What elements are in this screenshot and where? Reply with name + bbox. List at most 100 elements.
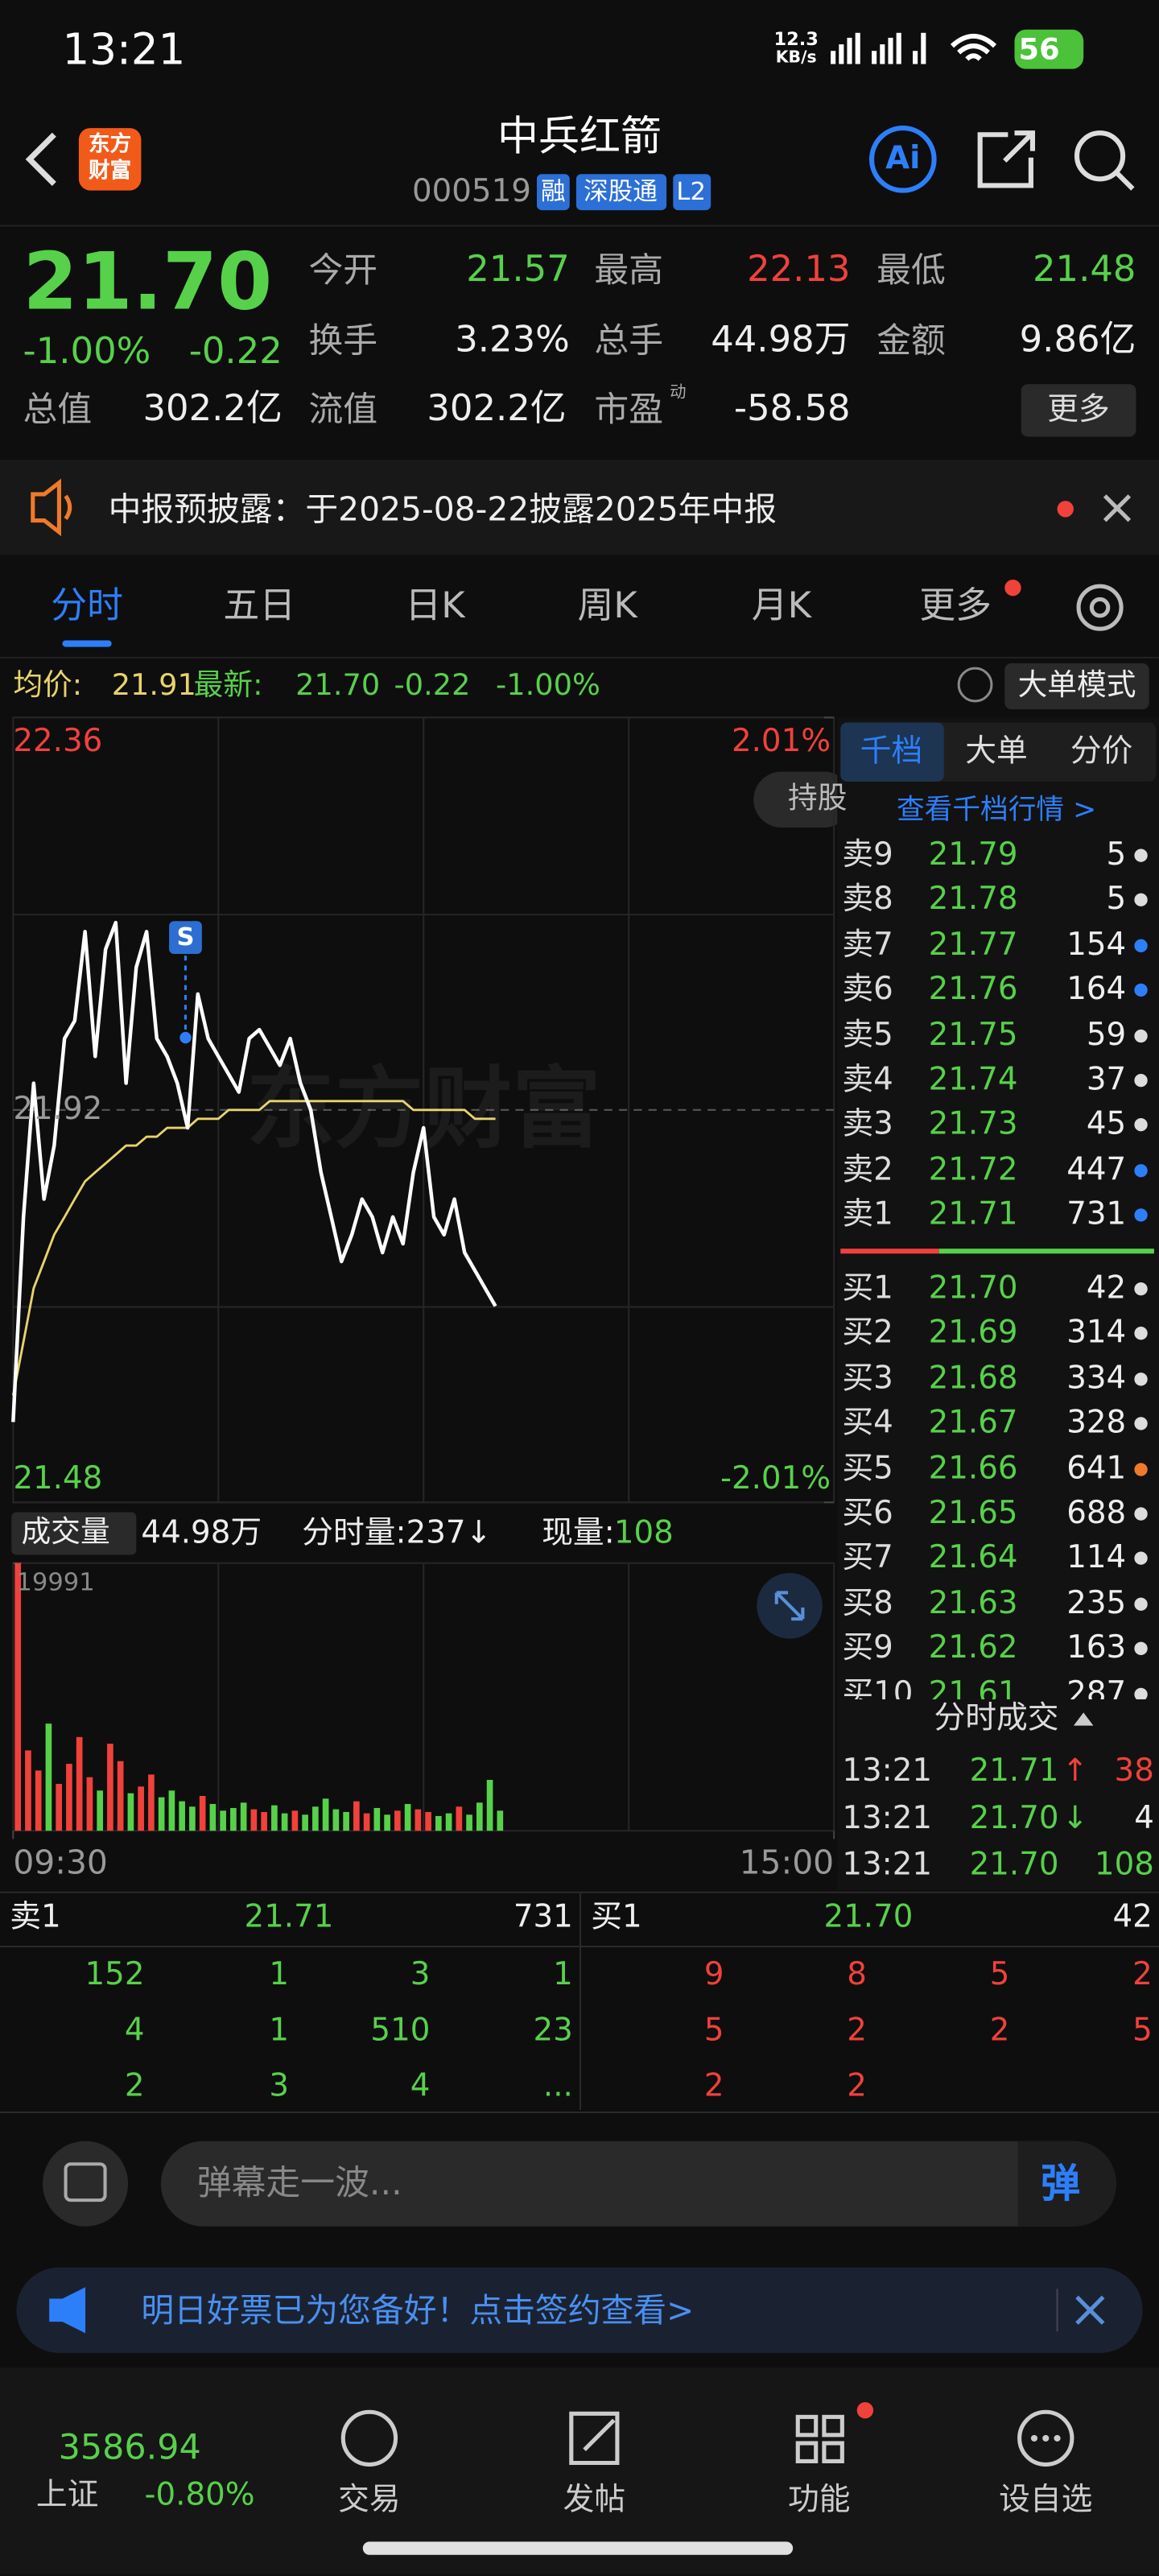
tab[interactable]: 分时	[51, 586, 123, 628]
stat-label: 金额	[876, 320, 946, 361]
nav-item[interactable]: 发帖	[563, 2481, 626, 2518]
divider	[0, 225, 1159, 227]
annotation-marker	[169, 921, 202, 1044]
order-tab[interactable]: 分价	[1070, 733, 1133, 770]
promo-text[interactable]: 明日好票已为您备好！点击签约查看>	[141, 2290, 695, 2330]
book-volume: 235	[1066, 1584, 1127, 1621]
nav-item[interactable]: 设自选	[999, 2481, 1093, 2518]
post-icon[interactable]	[569, 2411, 620, 2466]
book-dot	[1134, 894, 1148, 907]
nav-item[interactable]: 功能	[788, 2481, 851, 2518]
collapse-arrow[interactable]	[1073, 1712, 1094, 1726]
tab[interactable]: 周K	[577, 586, 637, 628]
book-price: 21.66	[928, 1450, 1018, 1487]
depth-link[interactable]: 查看千档行情 >	[897, 794, 1097, 827]
book-dot	[1134, 1163, 1148, 1178]
nav-item[interactable]: 交易	[338, 2481, 401, 2518]
volume-label-box[interactable]	[11, 1512, 137, 1555]
expand-icon[interactable]	[757, 1572, 823, 1639]
help-icon[interactable]	[957, 667, 993, 703]
tab[interactable]: 五日	[223, 586, 296, 628]
queue-volume: 3	[269, 2067, 289, 2104]
watchlist-icon[interactable]	[1017, 2409, 1074, 2467]
order-tab[interactable]: 千档	[860, 733, 923, 770]
app-logo[interactable]: 东方财富	[89, 133, 132, 184]
more-button[interactable]	[1021, 384, 1136, 437]
queue-volume: 2	[703, 2067, 724, 2104]
back-icon[interactable]	[25, 132, 56, 186]
queue-volume: 1	[269, 2012, 289, 2049]
queue-volume: 5	[1132, 2012, 1153, 2049]
promo-close[interactable]	[1075, 2295, 1105, 2325]
share-icon[interactable]	[977, 130, 1036, 188]
trades-title[interactable]: 分时成交	[934, 1700, 1059, 1736]
volume-bar	[117, 1761, 124, 1831]
order-tab[interactable]: 大单	[965, 733, 1028, 770]
tab[interactable]: 更多	[919, 586, 992, 628]
comment-placeholder[interactable]: 弹幕走一波...	[196, 2163, 402, 2203]
volume-bar	[271, 1805, 278, 1831]
search-icon[interactable]	[1074, 130, 1135, 191]
volume-bar	[97, 1790, 103, 1831]
ai-label[interactable]: Ai	[885, 140, 921, 177]
book-volume: 5	[1106, 881, 1127, 918]
queue-volume: 5	[989, 1956, 1010, 1993]
book-volume: 334	[1066, 1360, 1127, 1397]
book-volume: 447	[1066, 1151, 1127, 1188]
tab[interactable]: 月K	[751, 586, 812, 628]
avg-price: 21.91	[111, 668, 196, 703]
volume-bar	[343, 1811, 349, 1831]
volume-bar	[250, 1809, 258, 1831]
index-value[interactable]: 3586.94	[58, 2427, 201, 2467]
book-price: 21.79	[928, 836, 1018, 873]
function-icon[interactable]	[795, 2414, 844, 2463]
order-tab-active[interactable]	[840, 722, 944, 782]
hold-button[interactable]: 持股	[788, 781, 848, 816]
mode-button[interactable]	[1004, 663, 1149, 710]
comment-send[interactable]: 弹	[1041, 2161, 1081, 2207]
comment-icon-bg[interactable]	[43, 2140, 129, 2227]
current-volume-label: 现量:	[542, 1514, 615, 1551]
danmaku-icon[interactable]	[64, 2162, 107, 2202]
book-volume: 37	[1086, 1061, 1127, 1098]
order-book-bg	[837, 717, 1159, 1890]
divider	[0, 2112, 1159, 2114]
volume-label[interactable]: 成交量	[21, 1515, 110, 1550]
stat-label: 最高	[594, 250, 664, 290]
book-volume: 42	[1086, 1269, 1127, 1307]
settings-icon[interactable]	[1076, 584, 1124, 631]
comment-send[interactable]	[1017, 2140, 1116, 2227]
book-label: 买2	[842, 1315, 893, 1352]
tab[interactable]: 日K	[405, 586, 465, 628]
book-volume: 59	[1086, 1016, 1127, 1053]
hold-button[interactable]	[753, 771, 852, 828]
queue-volume: 4	[410, 2067, 431, 2104]
ai-icon[interactable]	[868, 126, 937, 193]
latest-price: 21.70	[295, 668, 381, 703]
volume-bar	[76, 1736, 83, 1831]
divider	[580, 1893, 582, 2110]
book-price: 21.77	[928, 926, 1018, 963]
detail-volume: 731	[513, 1898, 573, 1935]
book-label: 买5	[842, 1450, 893, 1487]
volume-bar	[415, 1809, 422, 1831]
average-line	[11, 1100, 496, 1396]
book-price: 21.72	[928, 1151, 1018, 1188]
mode-button[interactable]: 大单模式	[1017, 668, 1136, 703]
stat-label: 总值	[23, 390, 93, 430]
trade-icon[interactable]	[340, 2409, 398, 2467]
comment-input[interactable]	[160, 2140, 1116, 2227]
notice-text[interactable]: 中报预披露：于2025-08-22披露2025年中报	[108, 489, 777, 529]
stat-label-sup: 动	[670, 384, 687, 402]
promo-banner[interactable]	[16, 2267, 1143, 2353]
annotation: S	[176, 922, 195, 952]
volume-bar	[179, 1801, 185, 1831]
function-dot	[856, 2402, 874, 2419]
logo-badge[interactable]	[78, 128, 142, 191]
book-dot	[1134, 1507, 1148, 1521]
more-button[interactable]: 更多	[1047, 391, 1110, 428]
close-icon[interactable]	[1103, 494, 1132, 522]
notice-bar[interactable]	[0, 460, 1159, 555]
